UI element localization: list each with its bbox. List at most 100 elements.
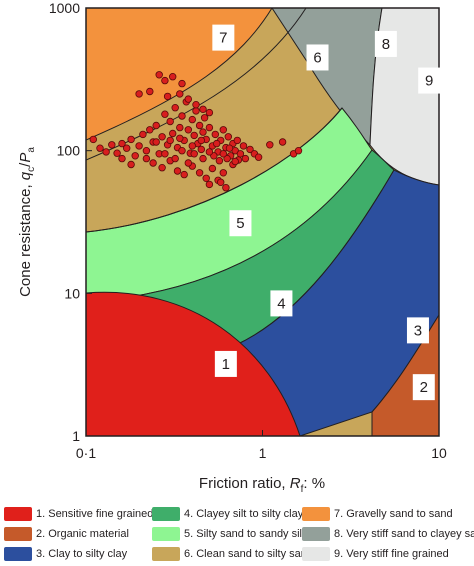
- zone-label-3: 3: [406, 317, 429, 344]
- legend-label: 9. Very stiff fine grained: [334, 548, 449, 560]
- zone-2-region: [371, 314, 439, 436]
- data-point: [223, 154, 231, 163]
- data-point: [199, 154, 207, 163]
- legend-label: 3. Clay to silty clay: [36, 548, 128, 560]
- y-tick-label: 1000: [49, 0, 80, 16]
- data-point: [163, 92, 172, 101]
- data-point: [142, 146, 151, 155]
- data-point: [294, 146, 303, 155]
- data-point: [146, 87, 154, 96]
- zone-label-5: 5: [229, 210, 252, 237]
- data-point: [219, 126, 227, 134]
- zone-label-box: [229, 210, 252, 237]
- data-point: [266, 141, 274, 149]
- data-point: [131, 152, 139, 160]
- legend-label: 1. Sensitive fine grained: [36, 508, 154, 520]
- data-point: [184, 126, 192, 134]
- data-point: [208, 164, 217, 173]
- zone-label-box: [406, 317, 429, 344]
- data-point: [188, 142, 196, 150]
- zone-label-text: 1: [222, 356, 230, 373]
- zone-labels: 1 2 3 4 5 6 7 8 9: [212, 24, 441, 401]
- data-point: [161, 76, 169, 85]
- data-point: [166, 117, 174, 126]
- data-point: [102, 148, 110, 156]
- data-point: [171, 103, 179, 112]
- data-point: [190, 131, 198, 140]
- data-point: [166, 136, 174, 145]
- x-tick-label: 1: [259, 445, 267, 461]
- zone-label-text: 3: [414, 322, 422, 339]
- data-point: [254, 153, 263, 161]
- data-point: [161, 110, 169, 118]
- data-point: [118, 139, 126, 148]
- data-point: [190, 150, 198, 158]
- legend-swatch: [4, 527, 32, 541]
- zone-label-text: 2: [420, 379, 428, 396]
- zone-label-box: [374, 30, 397, 57]
- legend-item-6: 6. Clean sand to silty sand: [152, 545, 313, 563]
- data-point: [202, 174, 210, 182]
- legend-swatch: [4, 507, 32, 521]
- legend-item-3: 3. Clay to silty clay: [4, 545, 127, 563]
- legend-swatch: [152, 547, 180, 561]
- legend-label: 6. Clean sand to silty sand: [184, 548, 314, 560]
- data-point: [216, 178, 225, 186]
- legend-swatch: [302, 547, 330, 561]
- data-point: [205, 180, 214, 189]
- y-tick-label: 10: [64, 285, 80, 301]
- data-point: [224, 133, 232, 141]
- y-tick-label: 100: [57, 143, 81, 159]
- data-point: [127, 135, 135, 144]
- data-point: [212, 139, 221, 148]
- legend-label: 2. Organic material: [36, 528, 129, 540]
- data-point: [195, 169, 204, 177]
- zone-label-2: 2: [412, 374, 435, 401]
- legend-label: 8. Very stiff sand to clayey sand: [334, 528, 474, 540]
- data-point: [173, 167, 182, 175]
- data-point: [171, 154, 179, 163]
- data-point: [152, 121, 160, 130]
- data-point: [211, 130, 219, 139]
- data-point: [219, 150, 227, 158]
- x-axis-label: Friction ratio, Rf: %: [199, 475, 325, 495]
- data-point: [219, 169, 227, 177]
- data-point: [176, 123, 184, 132]
- zone-label-text: 6: [313, 49, 321, 66]
- zone-label-text: 7: [219, 30, 227, 47]
- zone-label-box: [412, 374, 435, 401]
- y-axis-ticks: 1 10 100 1000: [49, 0, 92, 444]
- data-point: [146, 126, 154, 134]
- zone-1-region: [86, 291, 301, 436]
- data-point: [180, 170, 188, 179]
- legend: 1. Sensitive fine grained 2. Organic mate…: [0, 505, 474, 565]
- x-tick-label: 10: [431, 445, 447, 461]
- data-point: [142, 154, 151, 163]
- data-point: [197, 145, 205, 154]
- data-point: [233, 136, 241, 145]
- data-point: [199, 105, 207, 113]
- x-axis-ticks: 0·1 1 10: [76, 430, 447, 461]
- data-point: [192, 100, 200, 109]
- legend-item-8: 8. Very stiff sand to clayey sand: [302, 525, 474, 543]
- data-point: [113, 149, 121, 157]
- data-point: [200, 114, 209, 122]
- data-point: [158, 133, 166, 141]
- zone-label-text: 4: [277, 295, 285, 312]
- data-point: [149, 159, 157, 167]
- legend-swatch: [4, 547, 32, 561]
- data-point: [152, 138, 160, 146]
- data-point: [168, 72, 177, 81]
- data-point: [127, 160, 135, 169]
- zone-label-box: [270, 290, 293, 317]
- data-point: [184, 159, 192, 167]
- zone-label-text: 5: [236, 215, 244, 232]
- data-point: [205, 148, 214, 156]
- data-point: [161, 150, 169, 158]
- zone-label-1: 1: [214, 350, 237, 377]
- data-point: [246, 145, 254, 154]
- legend-label: 5. Silty sand to sandy silt: [184, 528, 306, 540]
- legend-label: 7. Gravelly sand to sand: [334, 508, 453, 520]
- zone-label-box: [214, 350, 237, 377]
